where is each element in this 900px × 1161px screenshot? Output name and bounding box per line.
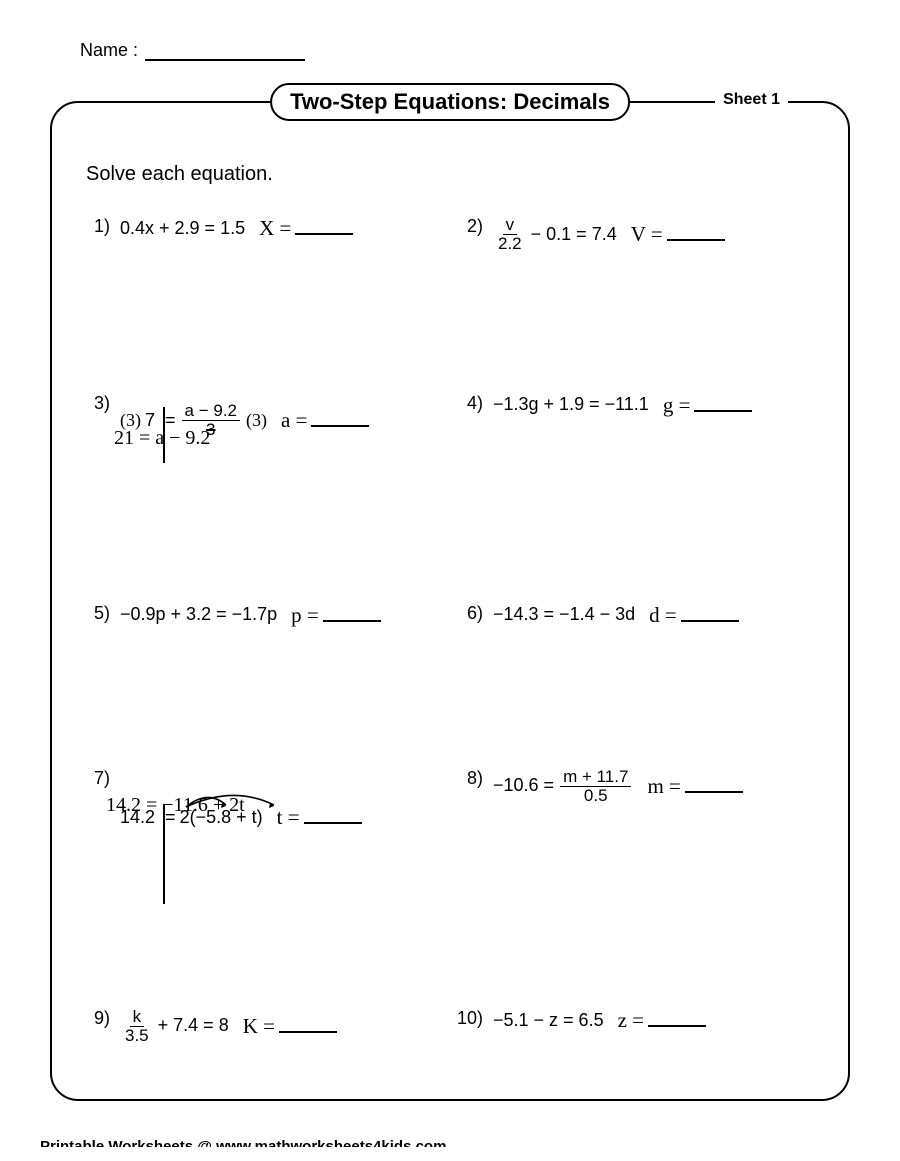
problem-8: 8) −10.6 = m + 11.7 0.5 m = xyxy=(455,768,818,868)
bottom-crop xyxy=(0,1147,900,1161)
problem-10: 10) −5.1 − z = 6.5 z = xyxy=(455,1008,818,1045)
problem-number: 4) xyxy=(455,393,483,415)
equation-rhs: 2(−5.8 + t) xyxy=(180,807,263,829)
problem-4: 4) −1.3g + 1.9 = −11.1 g = xyxy=(455,393,818,463)
equation-text: −1.3g + 1.9 = −11.1 xyxy=(493,394,649,416)
fraction: a − 9.2 3 xyxy=(182,402,240,439)
answer-slot: z = xyxy=(618,1008,706,1033)
problem-1: 1) 0.4x + 2.9 = 1.5 X = xyxy=(82,216,445,253)
worksheet-page: Name : Two-Step Equations: Decimals Shee… xyxy=(0,0,900,1161)
equals-sign: = xyxy=(165,410,176,432)
work-divider-3 xyxy=(163,407,165,463)
worksheet-title: Two-Step Equations: Decimals xyxy=(270,83,630,121)
answer-var: K = xyxy=(243,1014,275,1039)
answer-var: g = xyxy=(663,393,691,418)
answer-var: p = xyxy=(291,603,319,628)
answer-blank[interactable] xyxy=(685,776,743,792)
answer-slot: g = xyxy=(663,393,753,418)
problem-5: 5) −0.9p + 3.2 = −1.7p p = xyxy=(82,603,445,628)
answer-blank[interactable] xyxy=(304,808,362,824)
equation-text: −5.1 − z = 6.5 xyxy=(493,1010,604,1032)
answer-blank[interactable] xyxy=(667,225,725,241)
answer-slot: X = xyxy=(259,216,353,241)
answer-blank[interactable] xyxy=(694,396,752,412)
problem-number: 1) xyxy=(82,216,110,238)
problem-7: 7) 14.2 = 2(−5.8 + t) xyxy=(82,768,445,868)
problems-grid: 1) 0.4x + 2.9 = 1.5 X = 2) v 2.2 xyxy=(82,216,818,1045)
fraction: m + 11.7 0.5 xyxy=(560,768,631,805)
answer-slot: m = xyxy=(647,774,742,799)
equation-text: −10.6 = xyxy=(493,775,554,797)
answer-var: m = xyxy=(647,774,680,799)
answer-slot: p = xyxy=(291,603,381,628)
equals-sign: = xyxy=(165,807,176,829)
answer-var: d = xyxy=(649,603,677,628)
problem-number: 8) xyxy=(455,768,483,790)
answer-var: z = xyxy=(618,1008,644,1033)
problem-number: 6) xyxy=(455,603,483,625)
answer-blank[interactable] xyxy=(681,606,739,622)
name-label: Name : xyxy=(80,40,138,60)
answer-var: V = xyxy=(631,222,663,247)
instruction-text: Solve each equation. xyxy=(86,163,818,186)
answer-var: a = xyxy=(281,408,307,433)
problem-3: 3) (3) 7 = a − 9.2 3 (3) a = xyxy=(82,393,445,463)
answer-slot: t = xyxy=(277,805,362,830)
equation-text: 14.2 xyxy=(120,807,155,829)
equation-text: + 7.4 = 8 xyxy=(158,1015,229,1037)
work-divider-7 xyxy=(163,804,165,904)
equation-text: 0.4x + 2.9 = 1.5 xyxy=(120,218,245,240)
equation-text: − 0.1 = 7.4 xyxy=(531,224,617,246)
answer-blank[interactable] xyxy=(295,219,353,235)
sheet-number: Sheet 1 xyxy=(715,91,788,109)
name-field-row: Name : xyxy=(80,40,870,61)
problem-2: 2) v 2.2 − 0.1 = 7.4 V = xyxy=(455,216,818,253)
answer-slot: K = xyxy=(243,1014,337,1039)
handwork-3-right: (3) xyxy=(246,410,267,432)
answer-blank[interactable] xyxy=(311,411,369,427)
answer-blank[interactable] xyxy=(279,1016,337,1032)
name-blank-line[interactable] xyxy=(145,59,305,61)
fraction: k 3.5 xyxy=(122,1008,152,1045)
equation-text: −0.9p + 3.2 = −1.7p xyxy=(120,604,277,626)
problem-number: 7) xyxy=(82,768,110,790)
problem-number: 2) xyxy=(455,216,483,238)
answer-blank[interactable] xyxy=(323,606,381,622)
problem-6: 6) −14.3 = −1.4 − 3d d = xyxy=(455,603,818,628)
problem-9: 9) k 3.5 + 7.4 = 8 K = xyxy=(82,1008,445,1045)
answer-slot: d = xyxy=(649,603,739,628)
equation-text: 7 xyxy=(145,410,155,432)
answer-blank[interactable] xyxy=(648,1011,706,1027)
answer-var: X = xyxy=(259,216,291,241)
answer-slot: V = xyxy=(631,222,725,247)
distribute-arrows-icon xyxy=(178,791,288,811)
problem-number: 10) xyxy=(455,1008,483,1030)
answer-slot: a = xyxy=(281,408,369,433)
handwork-3-left: (3) xyxy=(120,410,141,432)
problem-number: 9) xyxy=(82,1008,110,1030)
equation-text: −14.3 = −1.4 − 3d xyxy=(493,604,635,626)
fraction: v 2.2 xyxy=(495,216,525,253)
worksheet-frame: Two-Step Equations: Decimals Sheet 1 Sol… xyxy=(50,101,850,1101)
problem-number: 5) xyxy=(82,603,110,625)
problem-number: 3) xyxy=(82,393,110,415)
